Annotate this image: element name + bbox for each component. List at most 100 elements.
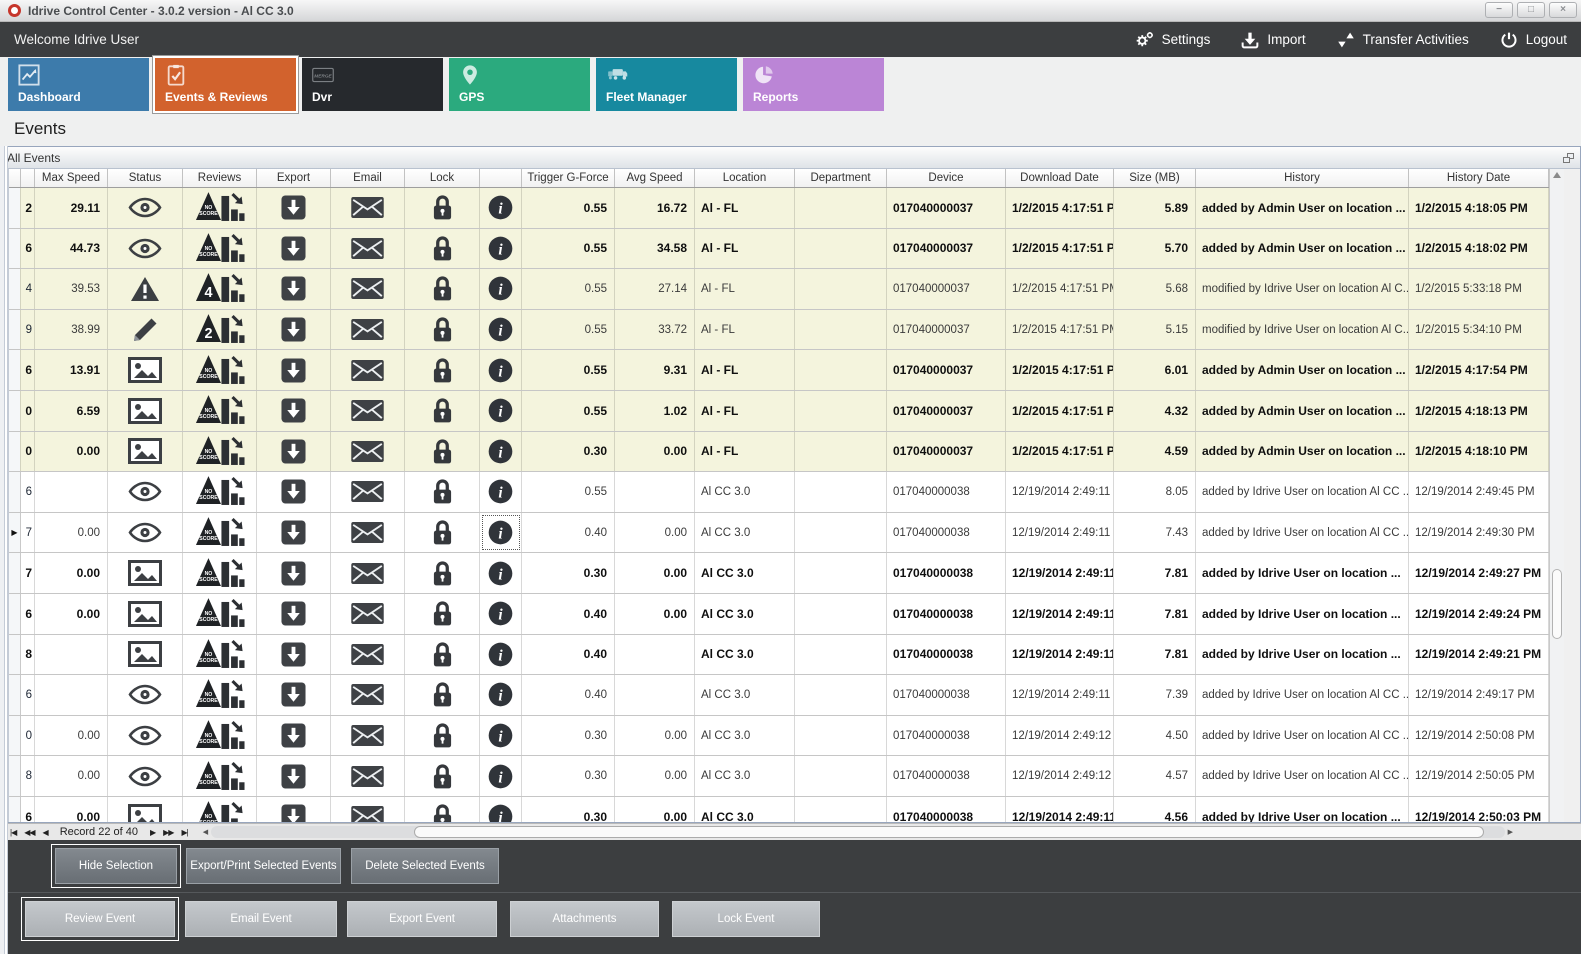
column-header-size[interactable]: Size (MB)	[1114, 169, 1196, 187]
lock-button[interactable]	[405, 512, 480, 553]
lock-button[interactable]	[405, 796, 480, 822]
info-button[interactable]: i	[480, 472, 522, 512]
info-button[interactable]: i	[480, 269, 522, 309]
info-button[interactable]: i	[480, 715, 522, 756]
lock-button[interactable]	[405, 350, 480, 390]
table-row[interactable]: 8 0.00 NO SCORE i 0.30 0.00 Al CC 3.0 0170400000…	[9, 756, 1549, 797]
email-button[interactable]	[331, 431, 405, 472]
next-page-button[interactable]: ▶▶	[163, 827, 174, 837]
table-row[interactable]: 7 0.00 NO SCORE i 0.30 0.00 Al CC 3.0 0170400000…	[9, 553, 1549, 594]
tab-fleet[interactable]: Fleet Manager	[596, 58, 737, 111]
export-button[interactable]	[257, 796, 331, 822]
table-row[interactable]: 6 44.73 NO SCORE i 0.55 34.58 Al - FL 0170400000…	[9, 228, 1549, 270]
email-button[interactable]	[331, 553, 405, 593]
email-button[interactable]	[331, 309, 405, 350]
column-header-device[interactable]: Device	[887, 169, 1006, 187]
delete-selected-button[interactable]: Delete Selected Events	[351, 848, 499, 884]
lock-button[interactable]	[405, 309, 480, 350]
tab-events[interactable]: Events & Reviews	[155, 58, 296, 111]
export-button[interactable]	[257, 390, 331, 431]
tab-dvr[interactable]: MERGE Dvr	[302, 58, 443, 111]
info-button[interactable]: i	[480, 796, 522, 822]
export-button[interactable]	[257, 431, 331, 472]
hide-selection-button[interactable]: Hide Selection	[51, 844, 181, 888]
column-header-download_date[interactable]: Download Date	[1006, 169, 1114, 187]
info-button[interactable]: i	[480, 553, 522, 593]
column-header-max_speed[interactable]: Max Speed	[35, 169, 108, 187]
export-button[interactable]	[257, 675, 331, 715]
export-button[interactable]	[257, 553, 331, 593]
info-button[interactable]: i	[480, 188, 522, 228]
attachments-button[interactable]: Attachments	[510, 901, 659, 937]
table-row[interactable]: 6 NO SCORE i 0.55 Al CC 3.0 017040000038 12/19/…	[9, 472, 1549, 513]
info-button[interactable]: i	[480, 228, 522, 269]
lock-button[interactable]	[405, 228, 480, 269]
table-row[interactable]: 0 0.00 NO SCORE i 0.30 0.00 Al CC 3.0 0170400000…	[9, 715, 1549, 757]
table-row[interactable]: 2 29.11 NO SCORE i 0.55 16.72 Al - FL 0170400000…	[9, 188, 1549, 229]
email-button[interactable]	[331, 593, 405, 634]
email-button[interactable]	[331, 512, 405, 553]
table-row[interactable]: 6 NO SCORE i 0.40 Al CC 3.0 017040000038 12/19/…	[9, 675, 1549, 716]
lock-button[interactable]	[405, 756, 480, 796]
tab-gps[interactable]: GPS	[449, 58, 590, 111]
vertical-scroll-thumb[interactable]	[1552, 569, 1562, 639]
email-button[interactable]	[331, 675, 405, 715]
email-button[interactable]	[331, 715, 405, 756]
table-row[interactable]: 0 6.59 NO SCORE i 0.55 1.02 Al - FL 017040000037…	[9, 390, 1549, 432]
lock-button[interactable]	[405, 715, 480, 756]
column-header-history_date[interactable]: History Date	[1409, 169, 1549, 187]
info-button[interactable]: i	[480, 350, 522, 390]
column-header-email[interactable]: Email	[331, 169, 405, 187]
info-button[interactable]: i	[480, 309, 522, 350]
lock-event-button[interactable]: Lock Event	[672, 901, 820, 937]
email-button[interactable]	[331, 188, 405, 228]
table-row[interactable]: 0 0.00 NO SCORE i 0.30 0.00 Al - FL 017040000037…	[9, 431, 1549, 473]
lock-button[interactable]	[405, 269, 480, 309]
export-button[interactable]	[257, 715, 331, 756]
info-button[interactable]: i	[480, 756, 522, 796]
export-button[interactable]	[257, 188, 331, 228]
reviews-cell[interactable]: 4	[183, 269, 257, 309]
export-button[interactable]	[257, 756, 331, 796]
lock-button[interactable]	[405, 431, 480, 472]
first-record-button[interactable]: |◀	[10, 827, 17, 837]
menu-logout[interactable]: Logout	[1499, 30, 1567, 50]
table-row[interactable]: 6 0.00 NO SCORE i 0.40 0.00 Al CC 3.0 0170400000…	[9, 593, 1549, 635]
export-button[interactable]	[257, 512, 331, 553]
column-header-department[interactable]: Department	[795, 169, 887, 187]
lock-button[interactable]	[405, 188, 480, 228]
horizontal-scroll-thumb[interactable]	[414, 826, 1485, 838]
table-row[interactable]: 4 39.53 4 i 0.55 27.14 Al - FL 017040000037 1/2/…	[9, 269, 1549, 310]
email-button[interactable]	[331, 350, 405, 390]
minimize-button[interactable]: −	[1485, 2, 1513, 18]
table-row[interactable]: 9 38.99 2 i 0.55 33.72 Al - FL 017040000037 1/2/…	[9, 309, 1549, 351]
table-row[interactable]: 6 13.91 NO SCORE i 0.55 9.31 Al - FL 01704000003…	[9, 350, 1549, 391]
email-button[interactable]	[331, 472, 405, 512]
lock-button[interactable]	[405, 390, 480, 431]
column-header-trigger[interactable]: Trigger G-Force	[522, 169, 615, 187]
table-row[interactable]: ▶ 7 0.00 NO SCORE i 0.40 0.00 Al CC 3.0 017040000…	[9, 512, 1549, 554]
export-button[interactable]	[257, 472, 331, 512]
column-header-history[interactable]: History	[1196, 169, 1409, 187]
reviews-cell[interactable]: 2	[183, 309, 257, 350]
info-button[interactable]: i	[480, 390, 522, 431]
info-button[interactable]: i	[480, 512, 522, 553]
export-button[interactable]	[257, 309, 331, 350]
scroll-right-icon[interactable]: ▶	[1507, 829, 1513, 836]
lock-button[interactable]	[405, 675, 480, 715]
horizontal-scrollbar[interactable]: ◀ ▶	[200, 826, 1516, 839]
tab-dashboard[interactable]: Dashboard	[8, 58, 149, 111]
column-header-status[interactable]: Status	[108, 169, 183, 187]
close-button[interactable]: ×	[1549, 2, 1577, 18]
lock-button[interactable]	[405, 472, 480, 512]
horizontal-scroll-track[interactable]	[211, 826, 1505, 838]
next-record-button[interactable]: ▶	[149, 827, 156, 837]
scroll-left-icon[interactable]: ◀	[202, 829, 209, 836]
menu-settings[interactable]: Settings	[1135, 30, 1210, 50]
